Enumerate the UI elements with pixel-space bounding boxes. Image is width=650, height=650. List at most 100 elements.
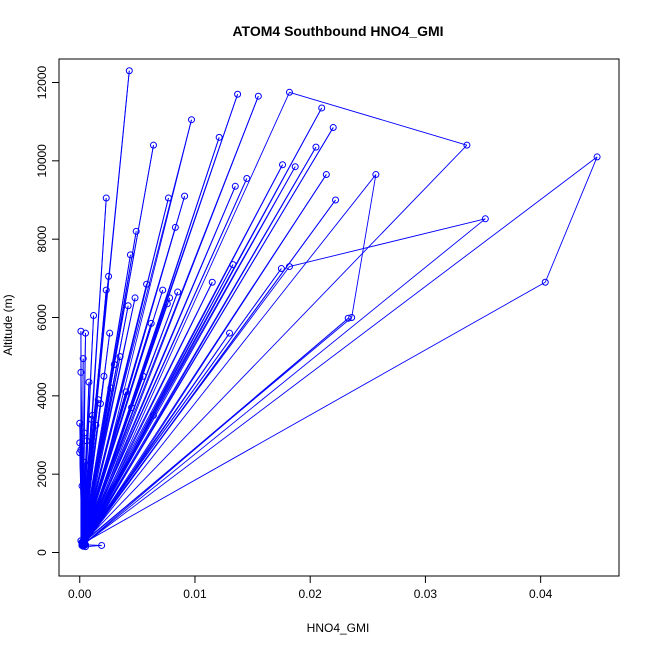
series-line-segment [83,186,236,543]
data-point [88,411,96,419]
data-point [78,541,86,549]
data-point [188,116,196,124]
data-point [77,446,85,454]
data-point [159,286,167,294]
data-point [105,272,113,280]
data-point [481,215,489,223]
data-point [122,388,130,396]
series-line-segment [81,376,144,545]
data-point [80,429,88,437]
data-point [318,104,326,112]
data-point [92,421,100,429]
data-point [143,280,151,288]
data-point [90,312,98,320]
data-point [163,300,171,308]
series-line-segment [81,332,230,545]
data-point [166,294,174,302]
data-point [164,194,172,202]
data-point [76,419,84,427]
y-axis: 0 2000 4000 6000 8000 10000 12000 [35,65,60,556]
y-tick-label: 10000 [35,144,49,178]
data-point [285,263,293,271]
data-point [94,396,102,404]
data-point [277,265,285,273]
data-point [77,327,85,335]
data-point [96,400,104,408]
data-point [279,161,287,169]
series-line-segment [82,291,179,546]
data-point [344,314,352,322]
series-line-segment [82,218,486,546]
x-tick-label: 0.00 [68,587,92,601]
x-tick-label: 0.03 [414,587,438,601]
series-line-segment [82,164,283,545]
series-line-segment [82,266,290,543]
data-point [231,182,239,190]
series-line-segment [544,156,598,283]
data-point [171,223,179,231]
data-point [102,286,110,294]
data-point [312,143,320,151]
data-point [332,196,340,204]
data-point [147,319,155,327]
series-line-segment [81,281,546,545]
data-point [77,368,85,376]
plot-frame [58,58,620,577]
series-line-segment [289,91,468,146]
data-point [372,171,380,179]
data-point [593,153,601,161]
data-point [139,372,147,380]
data-point [226,329,234,337]
series-line-segment [81,399,99,545]
x-axis: 0.00 0.01 0.02 0.03 0.04 [68,575,553,601]
series-lines [79,70,598,548]
data-point [124,302,132,310]
series-line-segment [82,144,468,544]
data-point [149,141,157,149]
y-tick-label: 6000 [35,304,49,331]
data-point [234,90,242,98]
chart-title: ATOM4 Southbound HNO4_GMI [232,23,443,39]
data-point [174,288,182,296]
y-axis-label: Altitude (m) [1,294,15,355]
data-point [100,372,108,380]
y-tick-label: 2000 [35,460,49,487]
data-point [291,163,299,171]
data-point [131,294,139,302]
series-line-segment [83,96,259,545]
x-axis-label: HNO4_GMI [307,621,370,635]
series-line-segment [82,415,154,545]
data-point [132,227,140,235]
data-point [254,92,262,100]
series-line-segment [81,282,213,544]
data-point [229,261,237,269]
series-line-segment [289,218,486,268]
data-point [76,439,84,447]
data-point [107,384,115,392]
y-tick-label: 8000 [35,225,49,252]
series-line-segment [82,199,336,546]
data-point [85,378,93,386]
data-point [149,411,157,419]
series-line-segment [82,156,598,546]
x-tick-label: 0.04 [529,587,553,601]
series-line-segment [351,174,377,318]
x-tick-label: 0.02 [299,587,323,601]
y-tick-label: 12000 [35,65,49,99]
data-point [82,329,90,337]
x-tick-label: 0.01 [183,587,207,601]
y-tick-label: 4000 [35,382,49,409]
series-line-segment [82,391,127,545]
data-point [541,278,549,286]
data-point [208,278,216,286]
data-point [215,133,223,141]
data-point [102,194,110,202]
data-point [79,355,87,363]
data-point [329,124,337,132]
series-points [76,67,601,551]
data-point [285,88,293,96]
series-line-segment [82,297,136,545]
data-point [80,458,88,466]
